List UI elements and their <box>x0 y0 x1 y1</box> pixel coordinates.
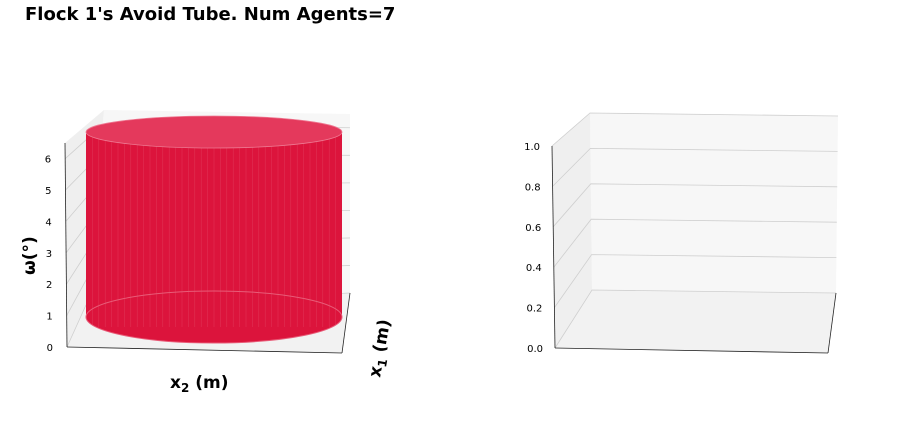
back-pane <box>590 113 838 293</box>
cylinder-body <box>86 132 342 343</box>
cylinder-mesh <box>92 132 336 327</box>
right-3d-axes: 0.0 0.2 0.4 0.6 0.8 1.0 <box>524 112 839 355</box>
left-3d-axes: 0 1 2 3 4 5 6 x2 (m) x1 (m) ω(°) <box>20 110 397 395</box>
side-pane <box>552 113 592 348</box>
z-gridline <box>551 112 839 147</box>
floor-pane <box>555 290 836 353</box>
x-axis-line <box>66 346 343 354</box>
z-tick-label: 6 <box>45 155 51 166</box>
x-axis-line <box>554 347 829 354</box>
z-axis-label: ω(°) <box>20 236 40 275</box>
z-tick-label: 0.0 <box>527 344 543 355</box>
z-gridline <box>552 183 838 228</box>
z-gridline <box>553 218 837 268</box>
z-tick-label: 0.8 <box>525 182 541 193</box>
z-tick-label: 1 <box>46 312 52 323</box>
figure-title: Flock 1's Avoid Tube. Num Agents=7 <box>25 4 396 25</box>
z-tick-label: 0.4 <box>526 263 542 274</box>
y-axis-label: x1 (m) <box>365 318 397 379</box>
z-gridline <box>552 147 838 187</box>
z-tick-label: 0.6 <box>525 223 541 234</box>
z-tick-label: 3 <box>46 249 52 260</box>
gridlines <box>551 112 839 349</box>
z-gridline <box>554 254 837 308</box>
z-tick-label: 1.0 <box>524 142 540 153</box>
y-axis-line <box>827 292 837 354</box>
z-gridline <box>554 289 837 349</box>
z-tick-label: 2 <box>46 280 52 291</box>
z-tick-label: 4 <box>45 217 51 228</box>
z-tick-label: 0.2 <box>526 304 542 315</box>
cylinder-bottom-rim <box>85 290 343 344</box>
x-axis-label: x2 (m) <box>170 373 229 395</box>
z-axis-line <box>551 145 556 349</box>
z-axis-line <box>64 142 68 348</box>
y-axis-line <box>341 292 351 354</box>
z-tick-label: 0 <box>47 343 53 354</box>
z-tick-label: 5 <box>45 186 51 197</box>
cylinder-surface <box>85 115 343 344</box>
cylinder-top-cap <box>85 115 343 149</box>
